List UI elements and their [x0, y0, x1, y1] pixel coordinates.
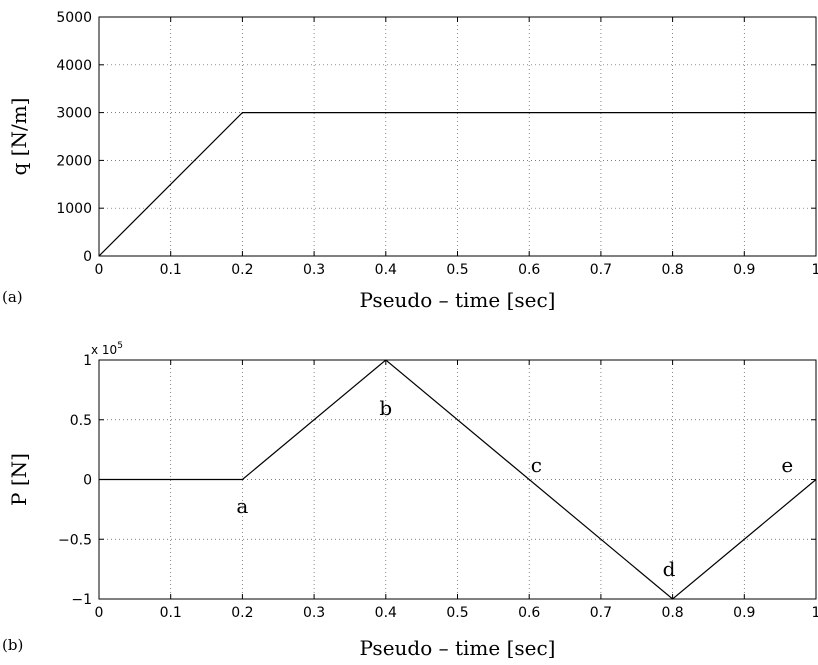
chart1-y-tick-label: 0	[83, 473, 92, 489]
chart1-y-tick-label: 1	[83, 353, 92, 369]
chart0-y-tick-label: 4000	[56, 58, 92, 74]
chart1-x-tick-label: 0.4	[375, 605, 397, 621]
chart1-x-tick-label: 0.9	[733, 605, 755, 621]
chart0-x-tick-label: 0.3	[303, 262, 325, 278]
chart1-annotation-a: a	[236, 494, 248, 518]
chart0-x-tick-label: 0	[95, 262, 104, 278]
chart1-panel-label: (b)	[2, 636, 23, 654]
chart1-y-multiplier-exponent: 5	[117, 341, 123, 351]
chart0-series-line	[98, 111, 816, 257]
chart1-y-tick-label: −1	[71, 592, 92, 608]
chart0-x-tick-label: 0.9	[733, 262, 755, 278]
chart1-y-tick-label: 0.5	[70, 413, 92, 429]
chart0-x-tick-label: 1	[812, 262, 818, 278]
chart0-y-tick-label: 1000	[56, 201, 92, 217]
chart1-x-tick-label: 0.3	[303, 605, 325, 621]
chart0-axes-frame	[98, 16, 817, 257]
chart1-y-multiplier-base: x 10	[91, 343, 117, 357]
chart1-x-tick-label: 0.6	[518, 605, 540, 621]
chart0-x-tick-label: 0.6	[518, 262, 540, 278]
chart1-x-tick-label: 0	[95, 605, 104, 621]
chart0-x-axis-label: Pseudo – time [sec]	[360, 288, 556, 312]
chart0-x-tick-label: 0.4	[375, 262, 397, 278]
chart1-series-line	[99, 359, 817, 600]
chart1-annotation-c: c	[531, 453, 542, 477]
chart0-y-tick-label: 5000	[56, 10, 92, 26]
chart1-annotation-d: d	[663, 557, 676, 581]
panel-b-chart: 0 0.1 0.2 0.3 0.4 0.5 0.6 0.7 0.8 0.9 1 −1 −0.5 0 0.5 1…	[2, 341, 818, 660]
chart0-y-axis-label: q [N/m]	[7, 98, 31, 176]
chart1-x-tick-label: 0.8	[661, 605, 683, 621]
chart1-x-tick-label: 1	[812, 605, 818, 621]
chart0-x-tick-label: 0.5	[446, 262, 468, 278]
chart0-x-tick-label: 0.2	[231, 262, 253, 278]
panel-a-chart: 0 0.1 0.2 0.3 0.4 0.5 0.6 0.7 0.8 0.9 1 0 1000 2000 30…	[2, 10, 818, 312]
chart1-x-axis-label: Pseudo – time [sec]	[360, 636, 556, 660]
chart0-x-tick-label: 0.1	[160, 262, 182, 278]
chart1-y-multiplier: x 105	[91, 341, 123, 357]
chart0-x-tick-label: 0.8	[661, 262, 683, 278]
chart1-x-tick-label: 0.7	[590, 605, 612, 621]
chart1-annotation-e: e	[781, 453, 793, 477]
chart0-y-tick-label: 3000	[56, 106, 92, 122]
chart1-y-axis-label: P [N]	[7, 453, 31, 506]
chart1-x-tick-label: 0.1	[160, 605, 182, 621]
chart1-annotation-b: b	[379, 396, 392, 420]
chart1-x-tick-label: 0.5	[446, 605, 468, 621]
chart1-x-tick-label: 0.2	[231, 605, 253, 621]
chart1-y-tick-label: −0.5	[58, 532, 92, 548]
chart0-y-tick-label: 2000	[56, 153, 92, 169]
chart0-x-tick-label: 0.7	[590, 262, 612, 278]
chart0-panel-label: (a)	[2, 288, 23, 306]
chart0-y-tick-label: 0	[83, 249, 92, 265]
